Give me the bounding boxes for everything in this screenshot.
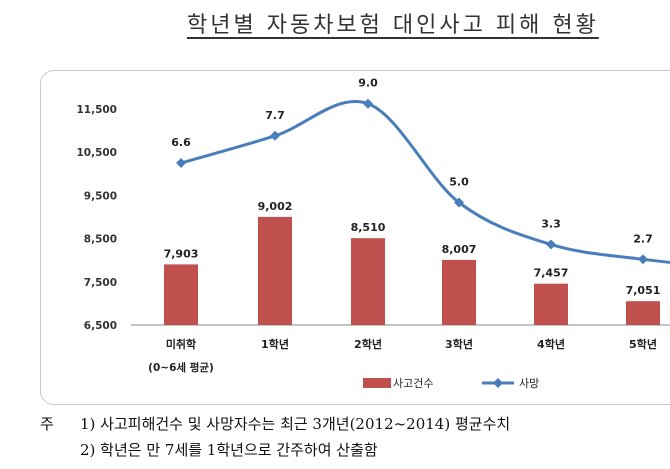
- x-category-label: 미취학: [166, 337, 196, 351]
- bar-data-label: 8,007: [442, 243, 477, 256]
- footnote-text-1: 1) 사고피해건수 및 사망자수는 최근 3개년(2012~2014) 평균수치: [80, 415, 511, 433]
- footnote-2: 2) 학년은 만 7세를 1학년으로 간주하여 산출함: [80, 439, 378, 460]
- y-tick-label: 11,500: [76, 104, 117, 116]
- line-point-marker: [546, 239, 556, 250]
- bar-data-label: 7,051: [626, 284, 661, 297]
- y-tick-label: 6,500: [84, 320, 117, 332]
- line-data-label: 6.6: [171, 136, 191, 149]
- line-point-marker: [176, 157, 186, 168]
- x-category-sublabel: (0~6세 평균): [148, 361, 214, 374]
- bar: [258, 216, 292, 325]
- line-data-label: 3.3: [541, 217, 561, 230]
- y-tick-label: 8,500: [84, 234, 117, 246]
- legend-label-line: 사망: [519, 377, 539, 390]
- line-point-marker: [454, 197, 464, 208]
- line-point-marker: [363, 98, 373, 109]
- bar: [351, 238, 385, 325]
- legend-swatch-bars: [363, 378, 391, 388]
- legend-swatch-marker: [493, 378, 503, 388]
- bar: [626, 301, 660, 325]
- bar: [534, 283, 568, 325]
- x-category-label: 5학년: [629, 337, 657, 351]
- line-data-label: 5.0: [449, 176, 469, 189]
- bar-data-label: 7,903: [164, 247, 199, 260]
- x-category-label: 4학년: [537, 337, 565, 351]
- legend-label-bars: 사고건수: [393, 377, 433, 390]
- x-category-label: 2학년: [354, 337, 382, 351]
- bar-data-label: 7,457: [534, 267, 569, 280]
- bar: [442, 259, 476, 325]
- y-tick-label: 9,500: [84, 190, 117, 202]
- line-data-label: 9.0: [358, 77, 378, 90]
- bar-data-label: 8,510: [351, 221, 386, 234]
- footnote-text-2: 2) 학년은 만 7세를 1학년으로 간주하여 산출함: [80, 441, 378, 459]
- chart-svg: 6,500 7,500 8,500 9,500 10,500 11,500 7,903 9,0…: [76, 77, 670, 390]
- line-data-label: 2.7: [633, 232, 653, 245]
- y-tick-label: 7,500: [84, 277, 117, 289]
- chart-frame: 6,500 7,500 8,500 9,500 10,500 11,500 7,903 9,0…: [40, 70, 670, 405]
- footnote-prefix: 주: [40, 415, 54, 433]
- line-point-marker: [270, 130, 280, 141]
- x-category-label: 3학년: [445, 337, 473, 351]
- bar: [164, 264, 198, 325]
- line-point-marker: [638, 254, 648, 265]
- chart-title: 학년별 자동차보험 대인사고 피해 현황: [187, 13, 599, 38]
- x-category-label: 1학년: [261, 337, 289, 351]
- y-tick-label: 10,500: [76, 147, 117, 159]
- line-data-label: 7.7: [265, 109, 285, 122]
- line-series-path: [180, 100, 670, 264]
- bar-data-label: 9,002: [258, 200, 293, 213]
